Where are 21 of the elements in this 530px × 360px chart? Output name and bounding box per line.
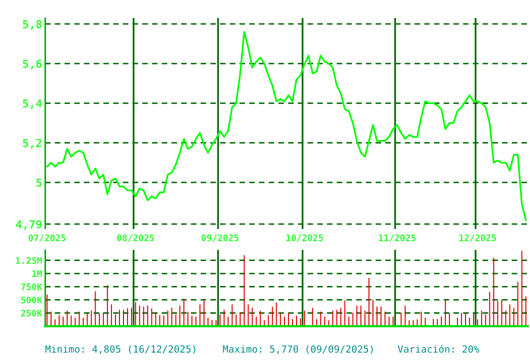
y-tick-label: 250K: [21, 310, 42, 317]
y-tick-label: 5: [36, 178, 42, 187]
y-tick-label: 5,6: [22, 60, 42, 70]
x-tick-label: 08/2025: [117, 234, 154, 242]
text: Maximo: 5,770 (09/09/2025): [223, 345, 373, 354]
x-tick-label: 07/2025: [28, 234, 66, 242]
x-tick-label: 10/2025: [286, 234, 323, 242]
line-series: [46, 31, 527, 221]
y-tick-label: 750K: [21, 283, 42, 290]
y-tick-label: 5,4: [22, 99, 42, 109]
y-tick-label: 5,8: [22, 20, 42, 30]
x-tick-label: 11/2025: [378, 234, 416, 242]
y-tick-label: 4,79: [16, 220, 42, 230]
y-tick-label: 1M: [32, 270, 42, 277]
y-tick-label: 1.25M: [16, 257, 42, 264]
text: Minimo: 4,805 (16/12/2025): [45, 345, 196, 354]
y-tick-label: 5,2: [22, 138, 42, 149]
y-tick-label: 500K: [21, 296, 42, 304]
x-tick-label: 12/2025: [459, 234, 496, 242]
x-tick-label: 09/2025: [202, 234, 238, 242]
text: Variación: 20%: [398, 344, 480, 353]
